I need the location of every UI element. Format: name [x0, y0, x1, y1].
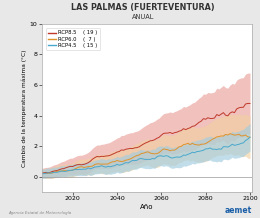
- Text: aemet: aemet: [225, 206, 252, 215]
- X-axis label: Año: Año: [140, 204, 154, 210]
- Text: LAS PALMAS (FUERTEVENTURA): LAS PALMAS (FUERTEVENTURA): [71, 3, 215, 12]
- Text: Agencia Estatal de Meteorología: Agencia Estatal de Meteorología: [8, 211, 71, 215]
- Legend: RCP8.5    ( 19 ), RCP6.0    (  7 ), RCP4.5    ( 15 ): RCP8.5 ( 19 ), RCP6.0 ( 7 ), RCP4.5 ( 15…: [46, 28, 100, 50]
- Text: ANUAL: ANUAL: [132, 14, 154, 20]
- Y-axis label: Cambio de la temperatura máxima (°C): Cambio de la temperatura máxima (°C): [21, 49, 27, 167]
